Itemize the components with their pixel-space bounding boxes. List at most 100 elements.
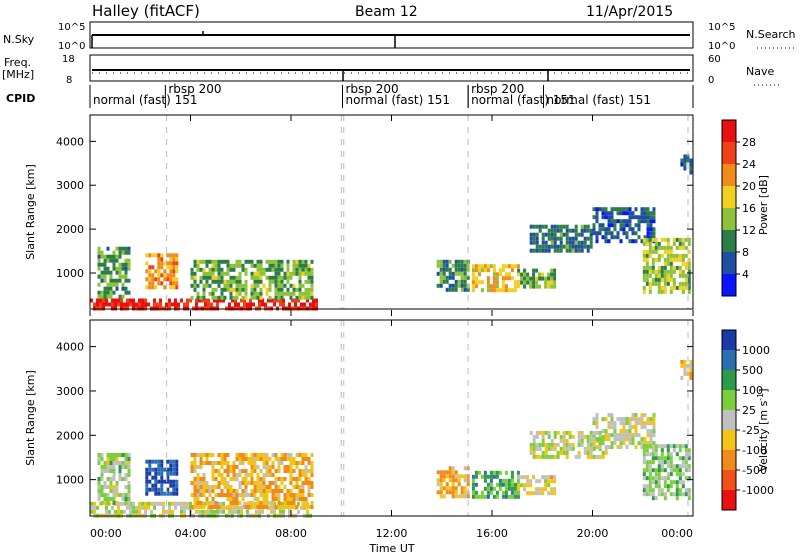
data-cell [172, 467, 176, 472]
data-cell [550, 438, 554, 443]
data-cell [118, 262, 122, 267]
data-cell [619, 445, 623, 450]
data-cell [103, 286, 107, 291]
data-cell [217, 505, 221, 509]
data-cell [120, 501, 123, 506]
data-cell [601, 211, 605, 216]
data-cell [601, 215, 605, 220]
data-cell [595, 445, 599, 450]
data-cell [580, 438, 584, 443]
data-cell [238, 493, 242, 497]
data-cell [277, 497, 281, 501]
data-cell [214, 477, 218, 481]
data-cell [282, 298, 285, 303]
data-cell [648, 460, 652, 465]
data-cell [277, 295, 281, 300]
data-cell [562, 430, 566, 435]
data-cell [169, 479, 173, 484]
data-cell [235, 465, 239, 469]
data-cell [289, 505, 293, 509]
data-cell [535, 479, 539, 484]
data-cell [681, 241, 685, 246]
data-cell [684, 253, 688, 258]
data-cell [196, 283, 200, 288]
data-cell [541, 454, 545, 459]
data-cell [274, 267, 278, 272]
data-cell [645, 241, 649, 246]
data-cell [196, 465, 200, 469]
data-cell [238, 469, 242, 473]
data-cell [595, 211, 599, 216]
data-cell [680, 162, 684, 167]
data-cell [103, 278, 107, 283]
data-cell [175, 265, 179, 270]
data-cell [663, 269, 667, 274]
data-cell [204, 298, 207, 303]
data-cell [550, 276, 554, 281]
data-cell [480, 474, 484, 479]
data-cell [651, 257, 655, 262]
data-cell [586, 438, 590, 443]
data-cell [138, 505, 141, 510]
data-cell [100, 278, 104, 283]
data-cell [571, 244, 575, 249]
data-cell [529, 446, 533, 451]
data-cell [471, 288, 475, 293]
data-cell [154, 467, 158, 472]
data-cell [253, 291, 257, 296]
data-cell [100, 457, 104, 461]
data-cell [544, 450, 548, 455]
data-cell [681, 269, 685, 274]
data-cell [439, 271, 443, 276]
data-cell [250, 275, 254, 280]
data-cell [657, 257, 661, 262]
data-cell [243, 501, 246, 506]
data-cell [660, 253, 664, 258]
data-cell [642, 265, 646, 270]
data-cell [306, 509, 309, 514]
data-cell [477, 494, 481, 499]
data-cell [651, 448, 655, 453]
data-cell [289, 275, 293, 280]
data-cell [607, 211, 611, 216]
data-cell [669, 257, 673, 262]
data-cell [199, 279, 203, 284]
data-cell [160, 487, 164, 492]
data-cell [177, 501, 180, 506]
data-cell [166, 265, 170, 270]
data-cell [100, 485, 104, 489]
data-cell [235, 275, 239, 280]
data-cell [226, 469, 230, 473]
data-cell [547, 475, 551, 480]
data-cell [654, 241, 658, 246]
data-cell [538, 454, 542, 459]
data-cell [622, 219, 626, 224]
data-cell [613, 235, 617, 240]
data-cell [672, 257, 676, 262]
data-cell [222, 501, 225, 506]
data-cell [489, 486, 493, 491]
data-cell [571, 446, 575, 451]
data-cell [172, 479, 176, 484]
data-cell [516, 272, 520, 277]
data-cell [147, 505, 150, 510]
data-cell [132, 302, 135, 307]
data-cell [109, 278, 113, 283]
data-cell [289, 453, 293, 457]
colorbar-swatch [722, 330, 736, 351]
data-cell [106, 485, 110, 489]
data-cell [244, 493, 248, 497]
data-cell [643, 421, 647, 426]
data-cell [436, 271, 440, 276]
data-cell [678, 257, 682, 262]
data-cell [495, 272, 499, 277]
data-cell [298, 473, 302, 477]
data-cell [193, 279, 197, 284]
data-cell [445, 490, 449, 495]
data-cell [288, 302, 291, 307]
data-cell [172, 463, 176, 468]
data-cell [273, 302, 276, 307]
data-cell [106, 266, 110, 271]
data-cell [436, 283, 440, 288]
data-cell [687, 468, 691, 473]
